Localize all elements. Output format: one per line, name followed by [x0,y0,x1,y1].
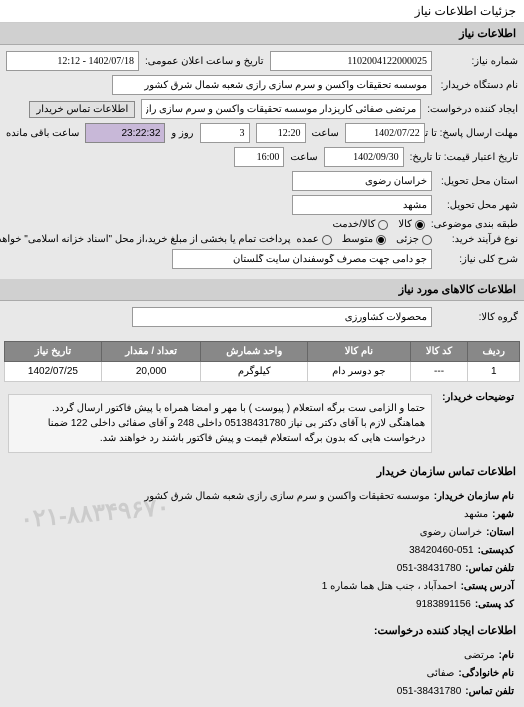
td-row: 1 [468,362,520,382]
creator-name-label: نام: [499,647,514,665]
org-phone-label: تلفن تماس: [465,560,514,578]
td-unit: کیلوگرم [201,362,308,382]
deadline-date-input[interactable] [345,123,425,143]
request-number-label: شماره نیاز: [438,56,518,67]
org-city-value: مشهد [464,506,488,524]
contact-info-button[interactable]: اطلاعات تماس خریدار [29,101,135,118]
validity-date-input[interactable] [324,147,404,167]
process-note: پرداخت تمام یا بخشی از مبلغ خرید،از محل … [0,234,291,245]
org-province-label: استان: [486,524,514,542]
org-postcode-label: کد پستی: [475,596,514,614]
remain-time-input [85,123,165,143]
org-name-label: نام سازمان خریدار: [434,488,514,506]
buyer-org-input[interactable] [112,75,432,95]
section-info-header: اطلاعات نیاز [0,23,524,45]
radio-high[interactable]: عمده [297,234,332,245]
td-code: --- [410,362,468,382]
creator-family-value: صفائی [427,665,455,683]
th-code: کد کالا [410,342,468,362]
validity-time-input[interactable] [234,147,284,167]
org-address-label: آدرس پستی: [461,578,514,596]
creator-family-label: نام خانوادگی: [458,665,514,683]
radio-dot-icon [376,235,386,245]
province-label: استان محل تحویل: [438,176,518,187]
desc-label: شرح کلی نیاز: [438,254,518,265]
org-postcode-value: 9183891156 [416,596,471,614]
page-title: جزئیات اطلاعات نیاز [415,4,516,18]
form-area: شماره نیاز: تاریخ و ساعت اعلان عمومی: نا… [0,45,524,279]
th-date: تاریخ نیاز [5,342,102,362]
org-phone-value: 051-38431780 [397,560,462,578]
td-name: جو دوسر دام [308,362,411,382]
goods-table: ردیف کد کالا نام کالا واحد شمارش تعداد /… [4,341,520,382]
radio-khadamat[interactable]: کالا/خدمت [332,219,388,230]
creator-phone-value: 051-38431780 [397,683,462,701]
org-contact-section: ۰۲۱-۸۸۳۴۹۶۷۰ نام سازمان خریدار: موسسه تح… [0,482,524,620]
org-postal-label: کدپستی: [478,542,514,560]
th-name: نام کالا [308,342,411,362]
city-label: شهر محل تحویل: [438,200,518,211]
days-input[interactable] [200,123,250,143]
requester-input[interactable] [141,99,421,119]
days-label: روز و [171,128,193,139]
group-input[interactable] [132,307,432,327]
buyer-notes-label: توضیحات خریدار: [436,390,520,405]
buyer-notes-text: حتما و الزامی ست برگه استعلام ( پیوست ) … [8,394,432,453]
creator-phone-label: تلفن تماس: [465,683,514,701]
org-name-value: موسسه تحقیقات واکسن و سرم سازی رازی شعبه… [144,488,429,506]
td-qty: 20,000 [101,362,201,382]
budget-label: طبقه بندی موضوعی: [431,219,518,230]
deadline-label: مهلت ارسال پاسخ: تا تاریخ: [431,128,518,139]
goods-table-container: ردیف کد کالا نام کالا واحد شمارش تعداد /… [0,337,524,386]
deadline-time-input[interactable] [256,123,306,143]
radio-dot-icon [322,235,332,245]
requester-label: ایجاد کننده درخواست: [427,104,518,115]
radio-low[interactable]: جزئی [396,234,432,245]
page-header: جزئیات اطلاعات نیاز [0,0,524,23]
group-label: گروه کالا: [438,312,518,323]
radio-dot-icon [378,220,388,230]
radio-dot-icon [422,235,432,245]
org-contact-title: اطلاعات تماس سازمان خریدار [0,461,524,482]
table-row[interactable]: 1 --- جو دوسر دام کیلوگرم 20,000 1402/07… [5,362,520,382]
budget-radio-group: کالا کالا/خدمت [332,219,424,230]
goods-section-header: اطلاعات کالاهای مورد نیاز [0,279,524,301]
radio-kala[interactable]: کالا [398,219,425,230]
validity-time-label: ساعت [290,152,317,163]
table-header-row: ردیف کد کالا نام کالا واحد شمارش تعداد /… [5,342,520,362]
buyer-org-label: نام دستگاه خریدار: [438,80,518,91]
radio-dot-icon [415,220,425,230]
deadline-time-label: ساعت [312,128,339,139]
req-creator-section: نام: مرتضی نام خانوادگی: صفائی تلفن تماس… [0,641,524,707]
remain-label: ساعت باقی مانده [6,128,79,139]
desc-input[interactable] [172,249,432,269]
th-unit: واحد شمارش [201,342,308,362]
goods-form: گروه کالا: [0,301,524,337]
radio-med[interactable]: متوسط [342,234,386,245]
process-label: نوع فرآیند خرید: [438,234,518,245]
th-qty: تعداد / مقدار [101,342,201,362]
th-row: ردیف [468,342,520,362]
validity-label: تاریخ اعتبار قیمت: تا تاریخ: [410,152,518,163]
public-datetime-input[interactable] [6,51,139,71]
request-number-input[interactable] [270,51,433,71]
creator-name-value: مرتضی [464,647,495,665]
process-radio-group: جزئی متوسط عمده [297,234,433,245]
org-province-value: خراسان رضوی [420,524,482,542]
city-input[interactable] [292,195,432,215]
province-input[interactable] [292,171,432,191]
org-city-label: شهر: [492,506,514,524]
org-address-value: احمدآباد ، جنب هتل هما شماره 1 [322,578,457,596]
public-datetime-label: تاریخ و ساعت اعلان عمومی: [145,56,264,67]
req-creator-title: اطلاعات ایجاد کننده درخواست: [0,620,524,641]
td-date: 1402/07/25 [5,362,102,382]
org-postal-value: 38420460-051 [409,542,474,560]
